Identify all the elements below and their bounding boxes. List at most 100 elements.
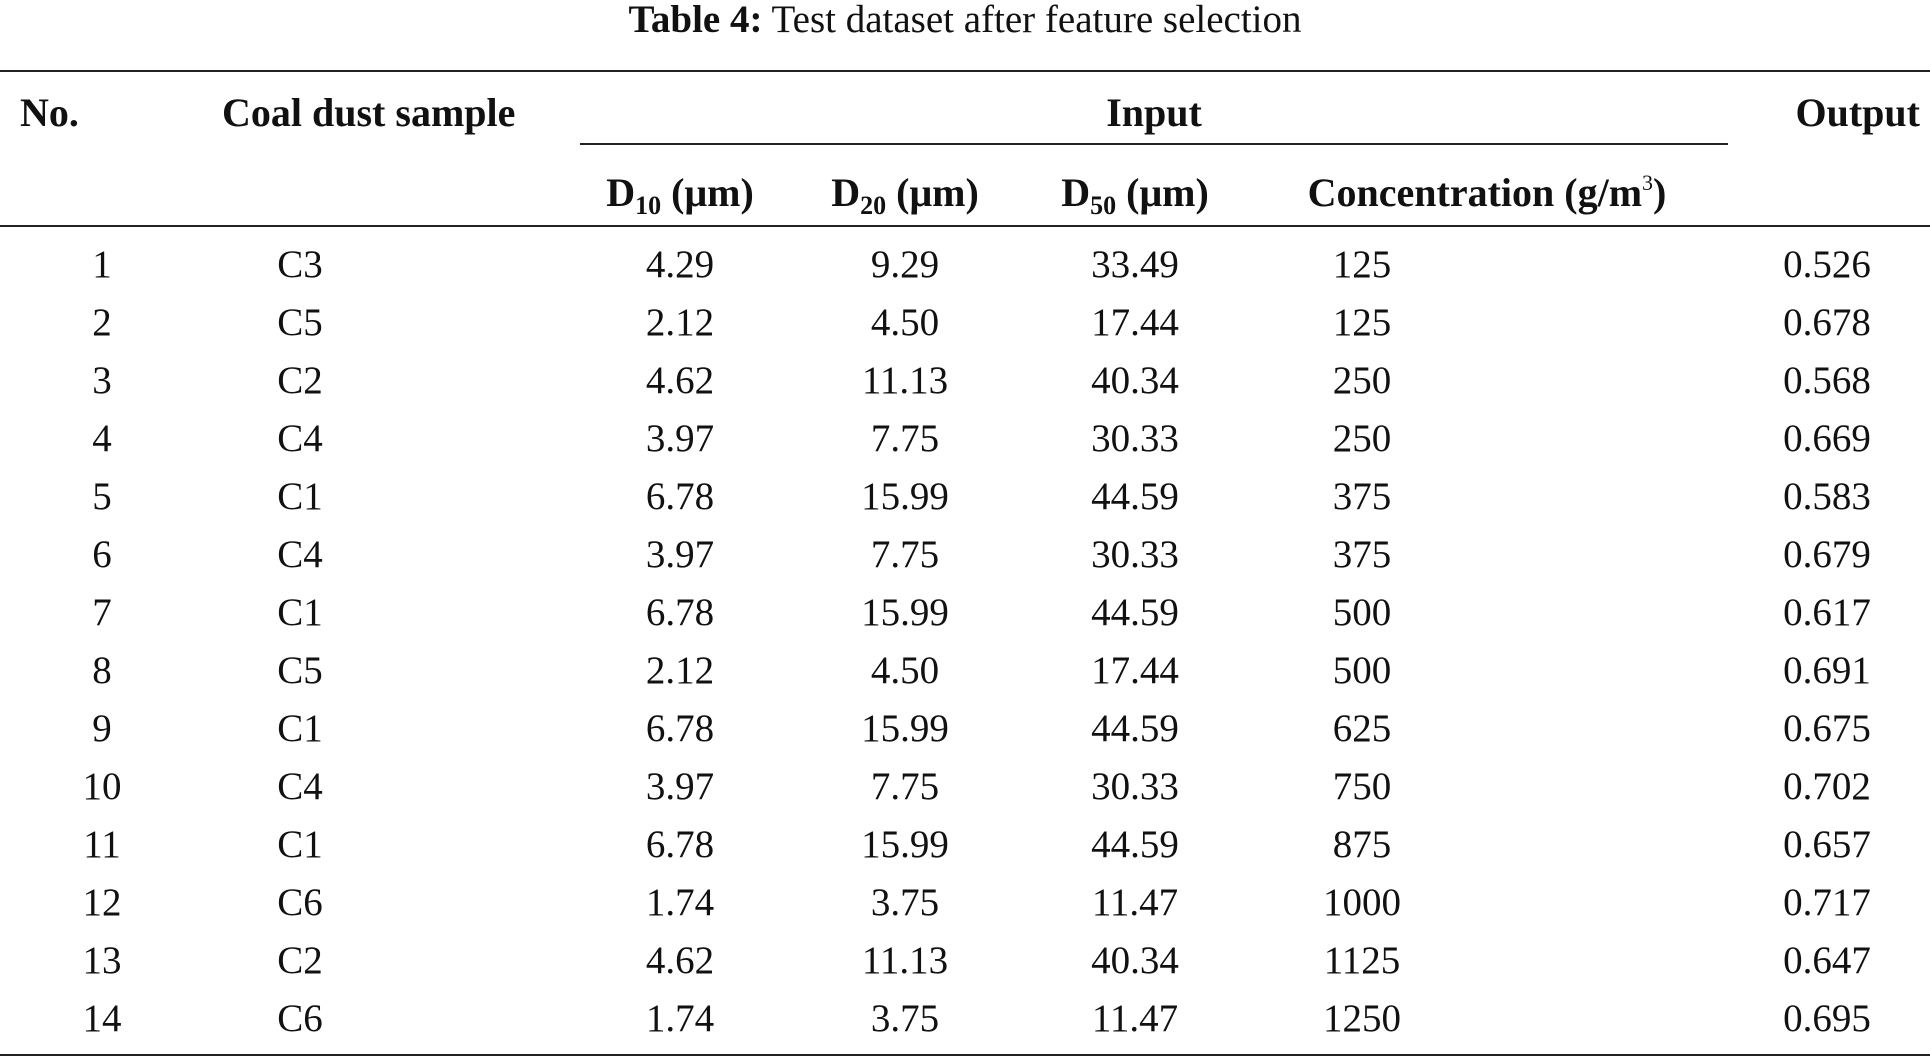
table-row: 14 C6 1.74 3.75 11.47 1250 0.695 [0, 990, 1930, 1048]
cell-no: 8 [92, 649, 112, 692]
cell-d50: 44.59 [1091, 823, 1179, 866]
cell-d50: 44.59 [1091, 707, 1179, 750]
table-row: 6 C4 3.97 7.75 30.33 375 0.679 [0, 526, 1930, 584]
cell-d50: 30.33 [1091, 765, 1179, 808]
cell-no: 2 [92, 301, 112, 344]
cell-output: 0.583 [1783, 475, 1871, 518]
cell-no: 1 [92, 243, 112, 286]
bottom-rule [0, 1054, 1930, 1056]
table-row: 1 C3 4.29 9.29 33.49 125 0.526 [0, 236, 1930, 294]
cell-d10: 2.12 [645, 649, 715, 692]
cell-output: 0.702 [1783, 765, 1871, 808]
table-row: 12 C6 1.74 3.75 11.47 1000 0.717 [0, 874, 1930, 932]
header-input: Input [1106, 90, 1202, 135]
cell-d10: 6.78 [645, 475, 715, 518]
table-row: 7 C1 6.78 15.99 44.59 500 0.617 [0, 584, 1930, 642]
cell-output: 0.679 [1783, 533, 1871, 576]
cell-d50: 17.44 [1091, 649, 1179, 692]
cell-d50: 44.59 [1091, 591, 1179, 634]
header-coal-dust-sample: Coal dust sample [222, 90, 516, 135]
cell-concentration: 250 [1332, 359, 1392, 402]
cell-d20: 3.75 [870, 997, 940, 1040]
cell-concentration: 375 [1332, 475, 1392, 518]
cell-d10: 6.78 [645, 707, 715, 750]
cell-output: 0.647 [1783, 939, 1871, 982]
cell-concentration: 500 [1332, 591, 1392, 634]
cell-d10: 4.29 [645, 243, 715, 286]
cell-no: 6 [92, 533, 112, 576]
cell-d10: 4.62 [645, 359, 715, 402]
cell-d10: 3.97 [645, 417, 715, 460]
cell-no: 13 [82, 939, 122, 982]
cell-d10: 3.97 [645, 533, 715, 576]
table-row: 13 C2 4.62 11.13 40.34 1125 0.647 [0, 932, 1930, 990]
cell-d50: 30.33 [1091, 417, 1179, 460]
cell-output: 0.617 [1783, 591, 1871, 634]
cell-sample: C1 [277, 823, 323, 866]
cell-concentration: 875 [1332, 823, 1392, 866]
cell-no: 12 [82, 881, 122, 924]
cell-sample: C4 [277, 417, 323, 460]
cell-d20: 15.99 [861, 707, 949, 750]
cell-concentration: 625 [1332, 707, 1392, 750]
cell-sample: C6 [277, 997, 323, 1040]
cell-concentration: 125 [1332, 243, 1392, 286]
cell-output: 0.657 [1783, 823, 1871, 866]
header-d10: D10 (μm) [606, 170, 754, 220]
cell-d50: 11.47 [1091, 881, 1179, 924]
cell-concentration: 125 [1332, 301, 1392, 344]
cell-sample: C4 [277, 533, 323, 576]
cell-d50: 11.47 [1091, 997, 1179, 1040]
cell-no: 7 [92, 591, 112, 634]
cell-sample: C2 [277, 359, 323, 402]
cell-d10: 6.78 [645, 591, 715, 634]
cell-d20: 4.50 [870, 301, 940, 344]
cell-d50: 40.34 [1091, 359, 1179, 402]
cell-output: 0.678 [1783, 301, 1871, 344]
cell-sample: C1 [277, 707, 323, 750]
cell-d10: 6.78 [645, 823, 715, 866]
cell-concentration: 1250 [1323, 997, 1401, 1040]
cell-sample: C2 [277, 939, 323, 982]
cell-d50: 17.44 [1091, 301, 1179, 344]
header-d50: D50 (μm) [1061, 170, 1209, 220]
cell-concentration: 1000 [1323, 881, 1401, 924]
top-rule [0, 70, 1930, 72]
cell-d20: 3.75 [870, 881, 940, 924]
cell-output: 0.695 [1783, 997, 1871, 1040]
cell-concentration: 375 [1332, 533, 1392, 576]
cell-sample: C1 [277, 475, 323, 518]
cell-no: 9 [92, 707, 112, 750]
table-row: 4 C4 3.97 7.75 30.33 250 0.669 [0, 410, 1930, 468]
cell-d20: 9.29 [870, 243, 940, 286]
cell-concentration: 250 [1332, 417, 1392, 460]
cell-sample: C5 [277, 649, 323, 692]
cell-sample: C6 [277, 881, 323, 924]
caption-label: Table 4: [628, 0, 763, 41]
cell-d50: 30.33 [1091, 533, 1179, 576]
cell-no: 14 [82, 997, 122, 1040]
cell-d50: 44.59 [1091, 475, 1179, 518]
cell-concentration: 750 [1332, 765, 1392, 808]
cell-d20: 15.99 [861, 823, 949, 866]
cell-d20: 7.75 [870, 417, 940, 460]
cell-d10: 4.62 [645, 939, 715, 982]
header-d20: D20 (μm) [831, 170, 979, 220]
table-caption: Table 4: Test dataset after feature sele… [0, 0, 1930, 40]
cell-sample: C4 [277, 765, 323, 808]
cell-sample: C5 [277, 301, 323, 344]
cell-d10: 1.74 [645, 997, 715, 1040]
cell-d10: 3.97 [645, 765, 715, 808]
table-row: 10 C4 3.97 7.75 30.33 750 0.702 [0, 758, 1930, 816]
input-span-rule [580, 143, 1728, 145]
cell-no: 11 [83, 823, 121, 866]
table-row: 5 C1 6.78 15.99 44.59 375 0.583 [0, 468, 1930, 526]
cell-d20: 4.50 [870, 649, 940, 692]
caption-text: Test dataset after feature selection [762, 0, 1302, 41]
cell-d20: 11.13 [861, 939, 949, 982]
cell-d50: 33.49 [1091, 243, 1179, 286]
cell-d50: 40.34 [1091, 939, 1179, 982]
cell-no: 3 [92, 359, 112, 402]
cell-no: 5 [92, 475, 112, 518]
header-concentration: Concentration (g/m3) [1307, 170, 1667, 215]
